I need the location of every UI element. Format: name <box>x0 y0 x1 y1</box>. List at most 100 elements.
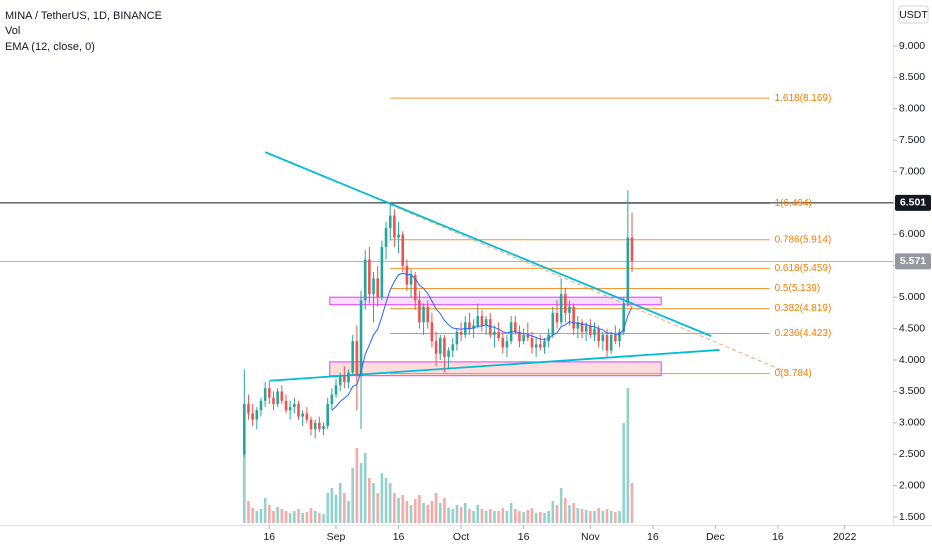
candle-body <box>614 334 617 342</box>
volume-bar <box>513 509 517 523</box>
candle-body <box>484 319 488 326</box>
candle-body <box>255 410 259 420</box>
candle-body <box>430 322 434 342</box>
volume-bar <box>263 498 267 523</box>
candle-body <box>318 422 321 430</box>
volume-bar <box>255 511 259 523</box>
candle-body <box>268 388 271 398</box>
candle-body <box>530 338 534 348</box>
fib-label: 0.236(4.423) <box>775 328 832 339</box>
candle-body <box>564 294 567 313</box>
candle-body <box>372 278 375 295</box>
volume-bar <box>551 501 555 523</box>
volume-bar <box>334 495 338 523</box>
volume-bar <box>359 463 363 523</box>
volume-bar <box>463 503 467 523</box>
volume-bar <box>388 483 392 523</box>
x-tick-label: 2022 <box>833 531 857 543</box>
candle-body <box>601 334 605 342</box>
volume-bar <box>438 503 442 523</box>
volume-bar <box>322 514 325 523</box>
dashed-projection <box>390 204 787 373</box>
candle-body <box>580 322 584 332</box>
y-tick-label: 7.000 <box>899 165 925 177</box>
candle-body <box>405 265 409 285</box>
candle-body <box>534 344 538 348</box>
candle-body <box>451 344 455 351</box>
candle-body <box>297 403 300 417</box>
candle-body <box>555 312 559 323</box>
y-tick-label: 9.000 <box>899 40 925 52</box>
candle-body <box>413 275 417 301</box>
candle-body <box>568 306 571 313</box>
candle-body <box>597 328 600 342</box>
candle-body <box>338 375 342 386</box>
candle-body <box>330 394 334 404</box>
volume-bar <box>305 512 309 523</box>
volume-bar <box>355 448 359 523</box>
currency-button[interactable] <box>898 5 929 24</box>
volume-bar <box>272 511 275 523</box>
indicator-label: Vol <box>5 25 20 37</box>
candle-body <box>443 338 446 357</box>
candle-body <box>605 334 609 351</box>
candle-body <box>476 316 480 326</box>
y-tick-label: 3.500 <box>899 385 925 397</box>
price-badge-label: 6.501 <box>900 197 926 209</box>
candle-body <box>447 350 450 357</box>
candle-body <box>388 215 392 229</box>
candle-body <box>347 372 350 382</box>
chart-title: MINA / TetherUS, 1D, BINANCE <box>5 10 162 22</box>
candle-body <box>393 215 396 238</box>
fib-label: 1.618(8.169) <box>775 93 832 104</box>
x-tick-label: Nov <box>581 531 600 543</box>
volume-bar <box>580 509 584 523</box>
candle-body <box>493 331 496 335</box>
volume-bar <box>384 478 388 523</box>
volume-bar <box>451 509 455 523</box>
candle-body <box>593 328 596 335</box>
volume-bar <box>426 505 430 523</box>
volume-bar <box>630 483 634 523</box>
volume-bar <box>434 493 438 523</box>
volume-bar <box>509 503 513 523</box>
candle-body <box>397 234 400 238</box>
volume-bar <box>443 498 446 523</box>
candle-body <box>589 325 592 335</box>
x-tick-label: 16 <box>772 531 784 543</box>
candle-body <box>384 228 388 247</box>
candle-body <box>380 246 384 298</box>
volume-bar <box>363 453 367 523</box>
candle-body <box>468 322 471 329</box>
volume-bar <box>476 505 480 523</box>
volume-bar <box>589 511 592 523</box>
candle-body <box>584 325 588 332</box>
volume-bar <box>455 505 459 523</box>
volume-bar <box>572 503 575 523</box>
volume-bar <box>326 493 329 523</box>
volume-bar <box>601 511 605 523</box>
candle-body <box>459 331 463 335</box>
candle-body <box>576 322 580 329</box>
volume-bar <box>530 508 534 523</box>
candle-body <box>480 316 484 326</box>
x-tick-label: 16 <box>647 531 659 543</box>
candle-body <box>259 400 263 411</box>
candle-body <box>559 294 563 323</box>
candle-body <box>313 422 317 430</box>
volume-bar <box>372 483 375 523</box>
volume-bar <box>430 501 434 523</box>
candle-body <box>501 338 505 348</box>
candle-body <box>497 331 500 339</box>
candle-body <box>334 385 338 395</box>
volume-bar <box>609 511 613 523</box>
volume-bar <box>597 508 600 523</box>
volume-bar <box>409 505 413 523</box>
volume-bar <box>547 511 550 523</box>
currency-label[interactable]: USDT <box>899 9 928 21</box>
volume-bar <box>605 509 609 523</box>
candle-body <box>368 259 371 295</box>
zone-box <box>329 361 662 377</box>
candle-body <box>551 312 555 335</box>
